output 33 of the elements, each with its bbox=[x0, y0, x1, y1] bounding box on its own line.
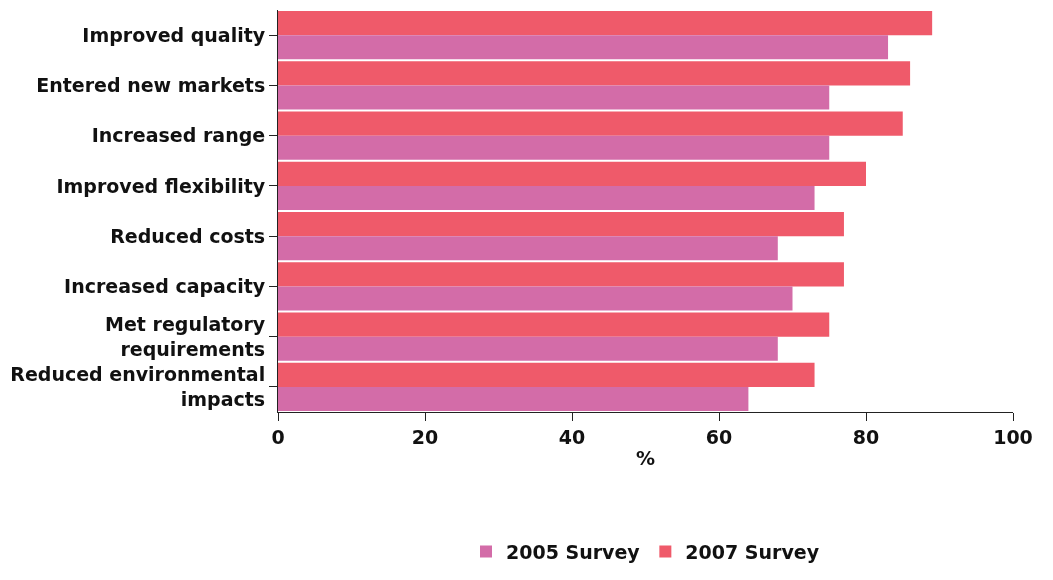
legend-label: 2005 Survey bbox=[506, 540, 641, 563]
y-tick-label: Improved quality bbox=[82, 23, 266, 46]
bar bbox=[278, 185, 815, 210]
legend-label: 2007 Survey bbox=[685, 540, 820, 563]
bar bbox=[278, 286, 793, 311]
x-tick-label: 20 bbox=[411, 425, 439, 448]
bar bbox=[278, 386, 749, 411]
bar bbox=[278, 135, 830, 160]
bar bbox=[278, 362, 815, 387]
bar bbox=[278, 11, 933, 36]
y-tick-label: Increased capacity bbox=[64, 275, 266, 298]
y-tick-label: Entered new markets bbox=[36, 74, 266, 97]
y-tick-label: Reduced costs bbox=[110, 224, 266, 247]
bar bbox=[278, 336, 778, 361]
bar bbox=[278, 85, 830, 110]
bar bbox=[278, 312, 830, 337]
bar bbox=[278, 212, 844, 237]
x-tick-label: 60 bbox=[705, 425, 733, 448]
x-tick-label: 0 bbox=[271, 425, 285, 448]
y-tick-label: Reduced environmental impacts bbox=[10, 363, 266, 410]
bar bbox=[278, 262, 844, 287]
x-tick-label: 100 bbox=[993, 425, 1033, 448]
x-axis-title: % bbox=[635, 446, 656, 469]
y-tick-label: Improved flexibility bbox=[56, 174, 266, 197]
bar bbox=[278, 161, 866, 186]
y-tick-label: Increased range bbox=[91, 124, 266, 147]
x-tick-label: 80 bbox=[852, 425, 880, 448]
y-tick-label: Met regulatory requirements bbox=[105, 312, 266, 360]
bar bbox=[278, 236, 778, 261]
bar bbox=[278, 111, 903, 136]
bar bbox=[278, 35, 889, 60]
bar bbox=[278, 61, 911, 86]
x-tick-label: 40 bbox=[558, 425, 586, 448]
